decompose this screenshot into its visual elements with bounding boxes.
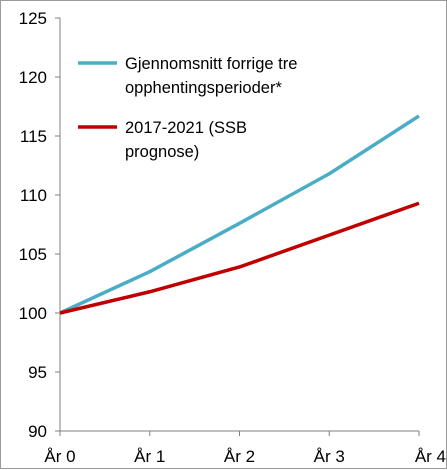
legend-label-1: opphentingsperioder* [125, 79, 282, 97]
y-tick-label: 95 [28, 363, 47, 382]
y-tick-label: 100 [19, 304, 47, 323]
legend-label-2: prognose) [125, 143, 199, 161]
x-tick-label: År 0 [44, 447, 75, 466]
y-tick-label: 120 [19, 68, 47, 87]
y-tick-label: 105 [19, 245, 47, 264]
x-tick-label: År 1 [134, 447, 165, 466]
series-line-1 [59, 114, 420, 315]
legend-label-1: Gjennomsnitt forrige tre [125, 55, 297, 73]
series-line-2 [59, 201, 420, 315]
y-tick-label: 90 [28, 422, 47, 441]
legend-label-2: 2017-2021 (SSB [125, 119, 247, 137]
y-tick-label: 115 [20, 127, 47, 146]
y-tick-label: 125 [19, 9, 47, 28]
x-tick-label: År 4 [415, 447, 446, 466]
x-tick-label: År 3 [314, 447, 345, 466]
y-tick-label: 110 [20, 186, 47, 205]
x-tick-label: År 2 [224, 447, 255, 466]
